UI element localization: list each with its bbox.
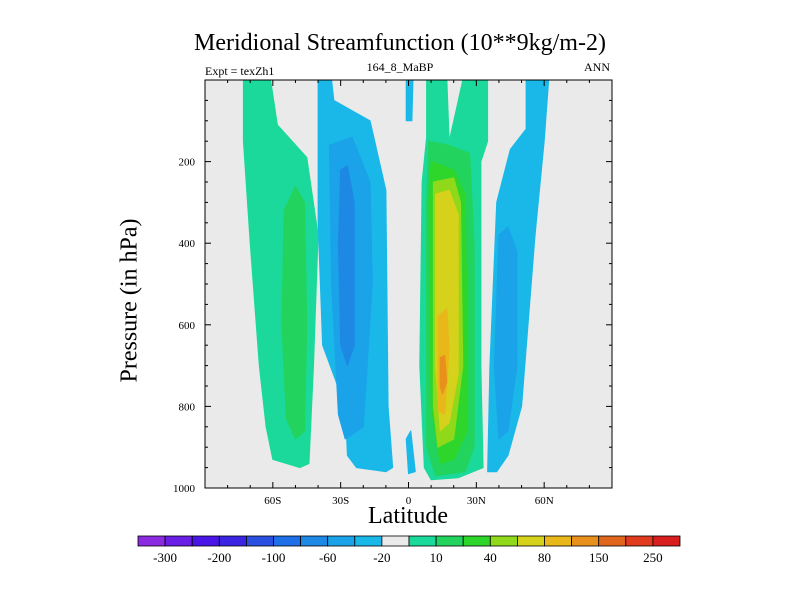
contour-region-nh-cell-150	[439, 354, 448, 395]
x-tick-label: 30S	[332, 495, 349, 507]
contour-region-eq-neg-sliver-top	[405, 80, 414, 122]
colorbar-box	[544, 535, 573, 547]
colorbar-label: 250	[643, 550, 663, 565]
colorbar-label: 80	[538, 550, 551, 565]
colorbar-label: -20	[373, 550, 390, 565]
colorbar-label: 40	[484, 550, 497, 565]
x-tick-label: 60N	[535, 495, 554, 507]
contour-region-nh-outer-neg20	[493, 226, 518, 440]
contour-region-eq-neg-sliver-bottom	[405, 430, 416, 475]
contour-fills	[242, 80, 550, 481]
colorbar-box	[598, 535, 627, 547]
chart-title: Meridional Streamfunction (10**9kg/m-2)	[194, 30, 606, 56]
season-label: ANN	[584, 60, 610, 74]
colorbar-label: -60	[319, 550, 336, 565]
colorbar-box	[381, 535, 410, 547]
x-tick-label: 60S	[264, 495, 281, 507]
colorbar-box	[273, 535, 302, 547]
contour-region-sh-cell-neg40	[337, 165, 355, 367]
colorbar-box	[435, 535, 464, 547]
colorbar-box	[218, 535, 247, 547]
x-axis-label: Latitude	[368, 503, 448, 529]
colorbar-box	[625, 535, 654, 547]
colorbar-box	[327, 535, 356, 547]
experiment-label: Expt = texZh1	[205, 64, 275, 78]
colorbar-box	[517, 535, 545, 547]
colorbar-box	[354, 535, 383, 547]
colorbar-box	[300, 535, 329, 547]
colorbar-box	[408, 535, 437, 547]
colorbar-box	[137, 535, 166, 547]
colorbar-label: -100	[262, 550, 286, 565]
colorbar-box	[489, 535, 518, 547]
y-tick-label: 600	[179, 320, 196, 332]
colorbar-box	[652, 535, 681, 547]
x-tick-label: 0	[406, 495, 412, 507]
colorbar-label: -200	[207, 550, 231, 565]
colorbar-box	[462, 535, 491, 547]
y-tick-label: 1000	[173, 483, 196, 495]
colorbar-box	[191, 535, 220, 547]
contour-region-sh-outer-cell-20	[281, 185, 308, 440]
colorbar-label: -300	[153, 550, 177, 565]
y-tick-label: 200	[179, 157, 196, 169]
y-tick-label: 800	[179, 401, 196, 413]
colorbar-box	[245, 535, 274, 547]
colorbar-box	[571, 535, 600, 547]
y-tick-label: 400	[179, 238, 196, 250]
run-label: 164_8_MaBP	[366, 60, 434, 74]
x-tick-label: 30N	[467, 495, 486, 507]
colorbar-label: 150	[589, 550, 609, 565]
colorbar-label: 10	[430, 550, 443, 565]
colorbar-box	[164, 535, 193, 547]
